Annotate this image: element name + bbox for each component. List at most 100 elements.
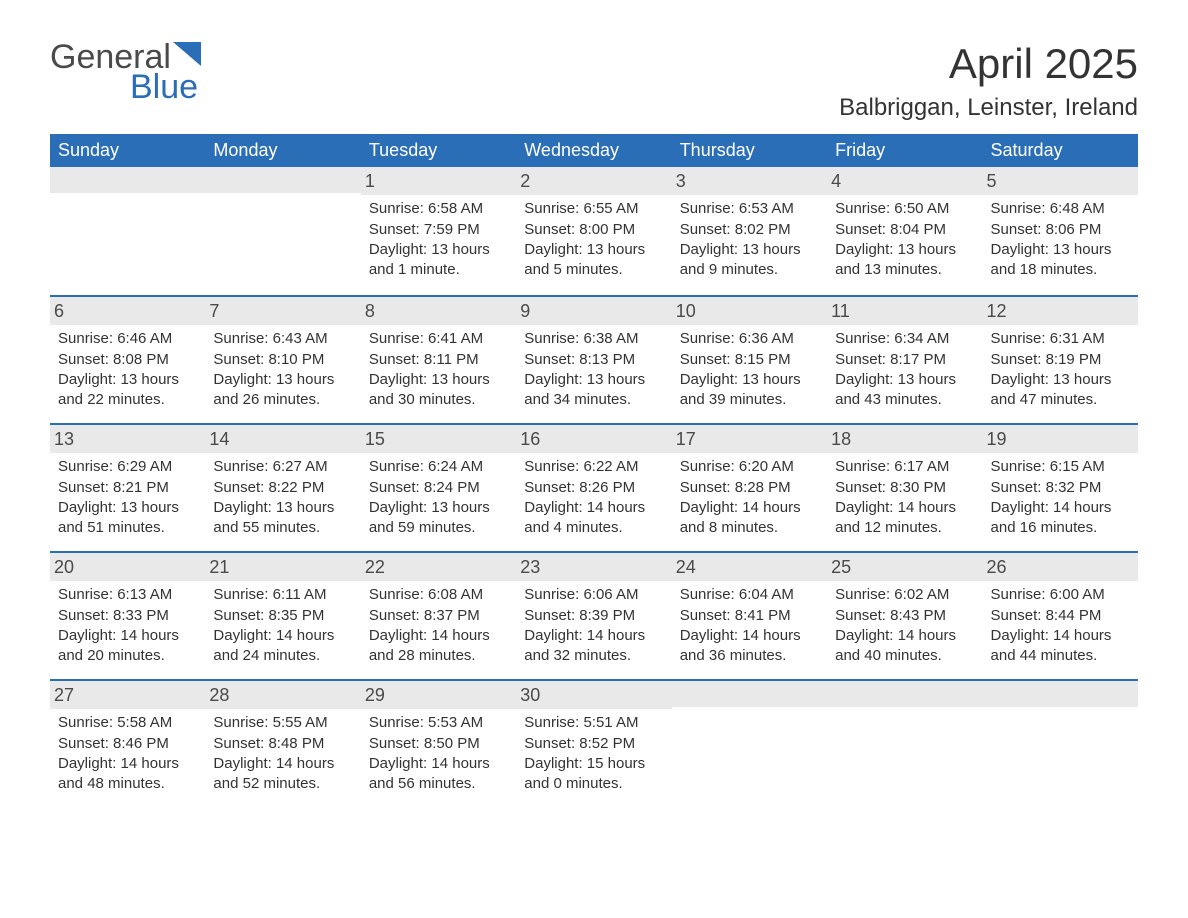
day-sunrise: Sunrise: 5:58 AM bbox=[58, 713, 197, 733]
day-daylight: Daylight: 13 hours and 26 minutes. bbox=[213, 370, 352, 411]
day-cell bbox=[672, 681, 827, 807]
day-number: 19 bbox=[983, 425, 1138, 453]
day-sunset: Sunset: 8:19 PM bbox=[991, 350, 1130, 370]
day-sunset: Sunset: 8:11 PM bbox=[369, 350, 508, 370]
day-sunset: Sunset: 8:48 PM bbox=[213, 734, 352, 754]
day-daylight: Daylight: 13 hours and 30 minutes. bbox=[369, 370, 508, 411]
day-sunrise: Sunrise: 6:46 AM bbox=[58, 329, 197, 349]
logo-text-bottom: Blue bbox=[130, 70, 201, 104]
day-daylight: Daylight: 13 hours and 43 minutes. bbox=[835, 370, 974, 411]
day-cell: 23Sunrise: 6:06 AMSunset: 8:39 PMDayligh… bbox=[516, 553, 671, 679]
day-number: 6 bbox=[50, 297, 205, 325]
title-block: April 2025 Balbriggan, Leinster, Ireland bbox=[839, 40, 1138, 122]
day-number: 9 bbox=[516, 297, 671, 325]
day-sunset: Sunset: 8:41 PM bbox=[680, 606, 819, 626]
day-number: 8 bbox=[361, 297, 516, 325]
day-sunset: Sunset: 8:28 PM bbox=[680, 478, 819, 498]
day-cell: 11Sunrise: 6:34 AMSunset: 8:17 PMDayligh… bbox=[827, 297, 982, 423]
day-sunrise: Sunrise: 6:38 AM bbox=[524, 329, 663, 349]
day-number: 28 bbox=[205, 681, 360, 709]
logo-triangle-icon bbox=[173, 42, 201, 66]
day-sunrise: Sunrise: 6:55 AM bbox=[524, 199, 663, 219]
day-cell: 1Sunrise: 6:58 AMSunset: 7:59 PMDaylight… bbox=[361, 167, 516, 295]
day-cell: 14Sunrise: 6:27 AMSunset: 8:22 PMDayligh… bbox=[205, 425, 360, 551]
day-sunrise: Sunrise: 6:27 AM bbox=[213, 457, 352, 477]
day-daylight: Daylight: 13 hours and 5 minutes. bbox=[524, 240, 663, 281]
weekday-header: Thursday bbox=[672, 134, 827, 167]
day-cell: 26Sunrise: 6:00 AMSunset: 8:44 PMDayligh… bbox=[983, 553, 1138, 679]
day-cell: 21Sunrise: 6:11 AMSunset: 8:35 PMDayligh… bbox=[205, 553, 360, 679]
day-number: 16 bbox=[516, 425, 671, 453]
day-daylight: Daylight: 13 hours and 1 minute. bbox=[369, 240, 508, 281]
day-cell: 5Sunrise: 6:48 AMSunset: 8:06 PMDaylight… bbox=[983, 167, 1138, 295]
day-daylight: Daylight: 13 hours and 22 minutes. bbox=[58, 370, 197, 411]
day-daylight: Daylight: 14 hours and 8 minutes. bbox=[680, 498, 819, 539]
day-sunrise: Sunrise: 6:06 AM bbox=[524, 585, 663, 605]
day-cell bbox=[827, 681, 982, 807]
day-sunset: Sunset: 8:10 PM bbox=[213, 350, 352, 370]
day-number: 15 bbox=[361, 425, 516, 453]
day-sunset: Sunset: 8:46 PM bbox=[58, 734, 197, 754]
day-sunrise: Sunrise: 6:15 AM bbox=[991, 457, 1130, 477]
day-number: 5 bbox=[983, 167, 1138, 195]
day-sunset: Sunset: 8:17 PM bbox=[835, 350, 974, 370]
day-cell: 15Sunrise: 6:24 AMSunset: 8:24 PMDayligh… bbox=[361, 425, 516, 551]
day-number: 26 bbox=[983, 553, 1138, 581]
day-sunrise: Sunrise: 6:36 AM bbox=[680, 329, 819, 349]
calendar-body: 1Sunrise: 6:58 AMSunset: 7:59 PMDaylight… bbox=[50, 167, 1138, 807]
day-cell: 22Sunrise: 6:08 AMSunset: 8:37 PMDayligh… bbox=[361, 553, 516, 679]
day-daylight: Daylight: 14 hours and 40 minutes. bbox=[835, 626, 974, 667]
day-number: 29 bbox=[361, 681, 516, 709]
day-daylight: Daylight: 14 hours and 48 minutes. bbox=[58, 754, 197, 795]
day-number: 30 bbox=[516, 681, 671, 709]
day-daylight: Daylight: 14 hours and 20 minutes. bbox=[58, 626, 197, 667]
day-number: 2 bbox=[516, 167, 671, 195]
day-cell: 13Sunrise: 6:29 AMSunset: 8:21 PMDayligh… bbox=[50, 425, 205, 551]
day-sunset: Sunset: 8:04 PM bbox=[835, 220, 974, 240]
day-sunrise: Sunrise: 6:31 AM bbox=[991, 329, 1130, 349]
day-cell bbox=[50, 167, 205, 295]
day-sunset: Sunset: 8:00 PM bbox=[524, 220, 663, 240]
day-sunrise: Sunrise: 6:58 AM bbox=[369, 199, 508, 219]
day-sunset: Sunset: 8:06 PM bbox=[991, 220, 1130, 240]
day-sunrise: Sunrise: 6:24 AM bbox=[369, 457, 508, 477]
day-cell: 6Sunrise: 6:46 AMSunset: 8:08 PMDaylight… bbox=[50, 297, 205, 423]
day-sunset: Sunset: 7:59 PM bbox=[369, 220, 508, 240]
day-number: 14 bbox=[205, 425, 360, 453]
day-daylight: Daylight: 14 hours and 44 minutes. bbox=[991, 626, 1130, 667]
day-sunrise: Sunrise: 6:29 AM bbox=[58, 457, 197, 477]
day-number: 21 bbox=[205, 553, 360, 581]
page-header: General Blue April 2025 Balbriggan, Lein… bbox=[50, 40, 1138, 122]
day-daylight: Daylight: 13 hours and 59 minutes. bbox=[369, 498, 508, 539]
day-daylight: Daylight: 13 hours and 13 minutes. bbox=[835, 240, 974, 281]
weekday-header: Sunday bbox=[50, 134, 205, 167]
day-cell: 25Sunrise: 6:02 AMSunset: 8:43 PMDayligh… bbox=[827, 553, 982, 679]
day-number bbox=[983, 681, 1138, 707]
month-title: April 2025 bbox=[839, 40, 1138, 88]
day-number: 13 bbox=[50, 425, 205, 453]
day-cell: 2 Sunrise: 6:55 AMSunset: 8:00 PMDaylight… bbox=[516, 167, 671, 295]
day-number bbox=[205, 167, 360, 193]
day-number: 10 bbox=[672, 297, 827, 325]
day-cell: 17Sunrise: 6:20 AMSunset: 8:28 PMDayligh… bbox=[672, 425, 827, 551]
day-number: 3 bbox=[672, 167, 827, 195]
day-cell: 28Sunrise: 5:55 AMSunset: 8:48 PMDayligh… bbox=[205, 681, 360, 807]
day-cell: 29Sunrise: 5:53 AMSunset: 8:50 PMDayligh… bbox=[361, 681, 516, 807]
day-cell: 3Sunrise: 6:53 AMSunset: 8:02 PMDaylight… bbox=[672, 167, 827, 295]
day-number: 25 bbox=[827, 553, 982, 581]
day-number: 20 bbox=[50, 553, 205, 581]
weekday-header: Wednesday bbox=[516, 134, 671, 167]
day-cell bbox=[983, 681, 1138, 807]
day-number bbox=[672, 681, 827, 707]
day-cell: 27Sunrise: 5:58 AMSunset: 8:46 PMDayligh… bbox=[50, 681, 205, 807]
day-sunrise: Sunrise: 6:04 AM bbox=[680, 585, 819, 605]
day-sunrise: Sunrise: 5:53 AM bbox=[369, 713, 508, 733]
day-cell: 20Sunrise: 6:13 AMSunset: 8:33 PMDayligh… bbox=[50, 553, 205, 679]
day-sunset: Sunset: 8:37 PM bbox=[369, 606, 508, 626]
day-sunset: Sunset: 8:02 PM bbox=[680, 220, 819, 240]
day-cell bbox=[205, 167, 360, 295]
day-daylight: Daylight: 14 hours and 32 minutes. bbox=[524, 626, 663, 667]
logo: General Blue bbox=[50, 40, 201, 104]
day-number: 17 bbox=[672, 425, 827, 453]
day-daylight: Daylight: 13 hours and 47 minutes. bbox=[991, 370, 1130, 411]
